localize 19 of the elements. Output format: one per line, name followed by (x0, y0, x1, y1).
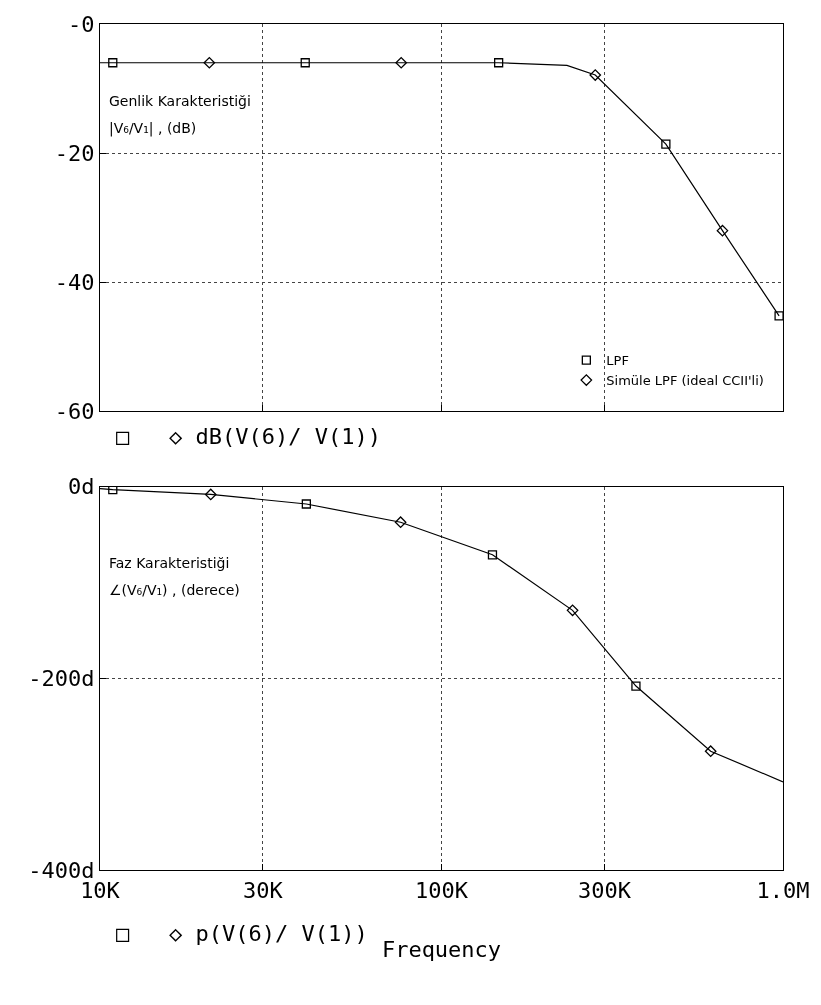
text: □ ◇ p(V(6)/ V(1)) (116, 921, 368, 946)
x-tick-label: 1.0M (756, 877, 810, 903)
annotation: ∠(V₆/V₁) , (derece) (109, 582, 240, 598)
y-tick-label: 0d (67, 474, 95, 500)
x-tick-label: 30K (243, 877, 284, 903)
y-tick-label: -200d (28, 666, 95, 692)
legend-label: LPF (606, 353, 629, 369)
y-tick-label: -60 (54, 399, 95, 425)
annotation: |V₆/V₁| , (dB) (109, 120, 197, 137)
annotation: Faz Karakteristiği (109, 555, 230, 571)
legend-label: Simüle LPF (ideal CCII'li) (606, 373, 764, 389)
x-tick-label: 300K (577, 877, 632, 903)
y-tick-label: -40 (54, 270, 95, 296)
x-axis-title: Frequency (381, 937, 502, 963)
y-tick-label: -0 (67, 11, 95, 37)
x-tick-label: 100K (415, 877, 469, 903)
y-tick-label: -20 (54, 140, 95, 166)
text: □ ◇ dB(V(6)/ V(1)) (116, 424, 381, 449)
annotation: Genlik Karakteristiği (109, 93, 251, 109)
